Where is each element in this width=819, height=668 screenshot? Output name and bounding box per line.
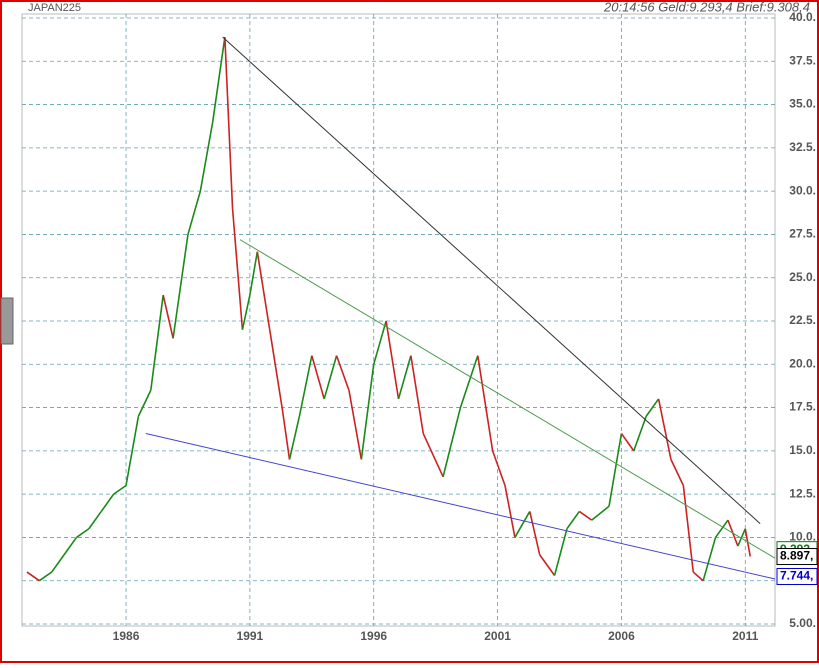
price-segment: [125, 416, 140, 486]
price-segment: [442, 407, 462, 478]
price-segment: [504, 485, 516, 538]
price-segment: [88, 510, 102, 530]
price-segment: [51, 554, 65, 573]
price-segment: [476, 355, 494, 451]
price-segment: [633, 415, 647, 452]
price-segment: [288, 416, 301, 460]
price-segment: [137, 389, 152, 417]
price-segment: [397, 355, 412, 400]
price-segment: [744, 528, 752, 557]
price-segment: [211, 36, 226, 122]
price-segment: [268, 329, 283, 408]
price-segment: [737, 528, 747, 547]
price-segment: [63, 536, 78, 556]
price-segment: [187, 190, 202, 235]
price-segment: [372, 320, 387, 365]
price-segment: [682, 485, 695, 573]
y-tick-label: 40.0.: [789, 10, 816, 24]
price-segment: [298, 355, 313, 417]
y-tick-label: 10.0.: [789, 530, 816, 544]
y-tick-label: 30.0.: [789, 183, 816, 197]
price-segment: [692, 571, 704, 582]
price-segment: [514, 511, 531, 538]
x-tick-label: 1996: [360, 629, 387, 643]
y-tick-label: 35.0.: [789, 97, 816, 111]
price-segment: [422, 433, 444, 478]
y-tick-label: 27.5.: [789, 227, 816, 241]
y-tick-label: 12.5.: [789, 486, 816, 500]
price-segment: [620, 433, 635, 452]
trend-line: [222, 36, 761, 524]
price-segment: [608, 433, 623, 507]
x-tick-label: 2006: [608, 629, 635, 643]
y-tick-label: 17.5.: [789, 400, 816, 414]
x-tick-label: 1991: [237, 629, 264, 643]
trend-line: [239, 239, 776, 559]
price-segment: [348, 390, 363, 460]
price-segment: [281, 407, 291, 460]
side-tab[interactable]: [0, 297, 14, 345]
price-segment: [553, 528, 568, 576]
price-segment: [249, 251, 259, 296]
price-segment: [76, 528, 90, 539]
price-segment: [459, 355, 479, 408]
y-tick-label: 22.5.: [789, 313, 816, 327]
price-segment: [38, 571, 53, 582]
price-segment: [113, 484, 127, 495]
price-segment: [241, 294, 251, 330]
price-segment: [224, 37, 234, 209]
price-segment: [578, 510, 593, 521]
y-tick-label: 25.0.: [789, 270, 816, 284]
price-segment: [26, 571, 40, 582]
quote: 20:14:56 Geld:9.293,4 Brief:9.308,4: [603, 0, 810, 14]
plot-area: [21, 13, 776, 627]
price-segment: [311, 355, 325, 400]
x-tick-label: 1986: [113, 629, 140, 643]
price-segment: [645, 398, 660, 417]
price-label: 7.744,: [780, 569, 813, 583]
price-segment: [162, 294, 174, 339]
price-label-box: [776, 567, 818, 585]
price-segment: [335, 355, 350, 391]
y-tick-label: 15.0.: [789, 443, 816, 457]
price-segment: [360, 364, 375, 460]
price-segment: [256, 251, 271, 330]
y-tick-label: 5.00.: [789, 616, 816, 630]
price-segment: [410, 355, 425, 434]
price-segment: [591, 505, 610, 521]
price-segment: [491, 450, 506, 486]
y-tick-label: 32.5.: [789, 140, 816, 154]
price-segment: [100, 493, 115, 512]
y-tick-label: 37.5.: [789, 53, 816, 67]
price-segment: [528, 511, 541, 555]
price-segment: [702, 537, 717, 581]
price-segment: [231, 208, 244, 330]
price-segment: [657, 398, 672, 460]
symbol: JAPAN225: [28, 2, 81, 14]
price-segment: [172, 234, 189, 339]
price-segment: [670, 459, 685, 486]
price-label-box: [776, 548, 818, 566]
price-segment: [714, 519, 729, 538]
price-segment: [385, 320, 400, 400]
y-tick-label: 20.0.: [789, 356, 816, 370]
price-label: 8.897,: [780, 549, 813, 563]
x-tick-label: 2011: [732, 629, 758, 643]
price-segment: [323, 355, 338, 400]
price-segment: [539, 554, 556, 576]
price-segment: [199, 121, 214, 192]
price-segment: [566, 510, 580, 530]
trend-line: [145, 433, 776, 580]
price-segment: [150, 294, 164, 391]
x-tick-label: 2001: [484, 629, 511, 643]
